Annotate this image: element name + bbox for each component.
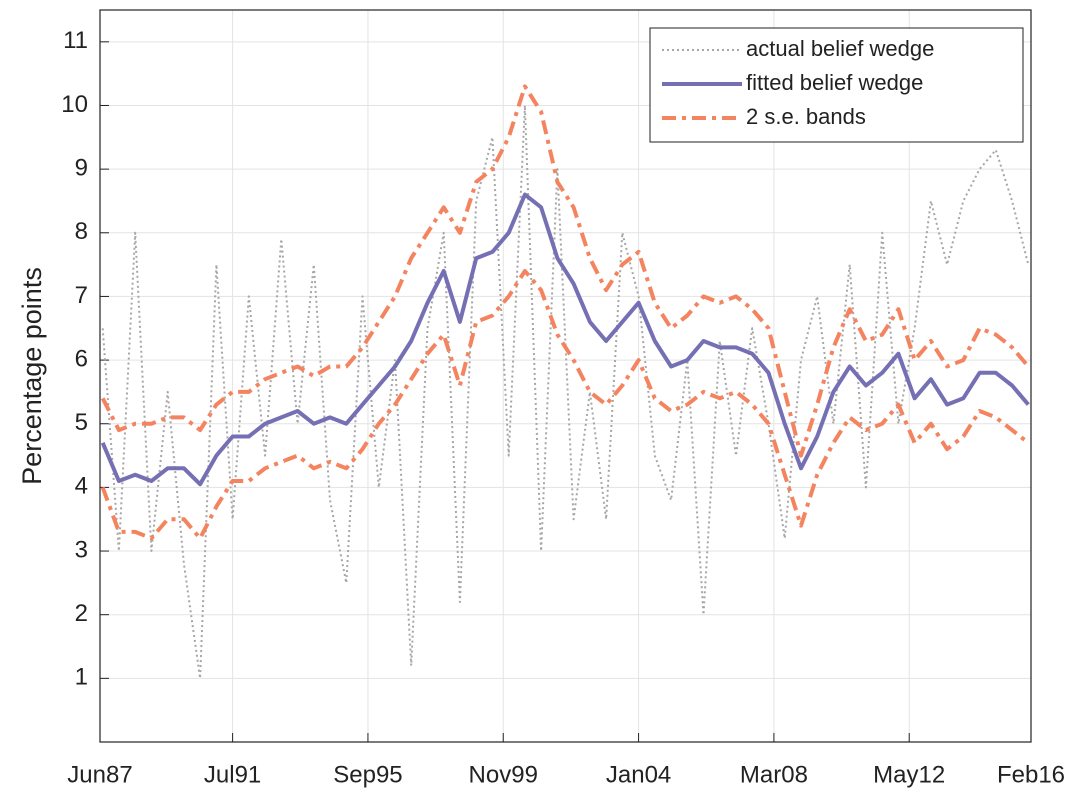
y-tick-label: 3 xyxy=(75,536,88,563)
x-tick-label: Jul91 xyxy=(204,761,261,788)
legend-label: fitted belief wedge xyxy=(746,70,923,95)
series-line xyxy=(100,269,1030,541)
x-tick-label: Jun87 xyxy=(67,761,132,788)
y-tick-label: 9 xyxy=(75,154,88,181)
legend: actual belief wedge fitted belief wedge 2 … xyxy=(649,27,1024,143)
legend-label: 2 s.e. bands xyxy=(746,104,866,129)
x-tick-label: Feb16 xyxy=(997,761,1065,788)
x-tick-label: May12 xyxy=(873,761,945,788)
y-tick-label: 2 xyxy=(75,600,88,627)
x-tick-label: Sep95 xyxy=(333,761,402,788)
x-tick-label: Nov99 xyxy=(469,761,538,788)
y-tick-label: 10 xyxy=(61,91,88,118)
y-tick-label: 11 xyxy=(63,27,88,54)
x-tick-label: Mar08 xyxy=(740,761,808,788)
y-tick-label: 7 xyxy=(75,282,88,309)
y-tick-label: 8 xyxy=(75,218,88,245)
x-tick-label: Jan04 xyxy=(606,761,671,788)
y-tick-label: 6 xyxy=(75,345,88,372)
legend-label: actual belief wedge xyxy=(746,36,934,61)
y-axis-label: Percentage points xyxy=(17,267,47,485)
series-line xyxy=(100,192,1030,487)
y-tick-label: 1 xyxy=(75,664,88,691)
y-tick-label: 5 xyxy=(75,409,88,436)
y-tick-label: 4 xyxy=(75,473,88,500)
series-line xyxy=(100,84,1030,458)
plot-frame xyxy=(99,9,1032,743)
